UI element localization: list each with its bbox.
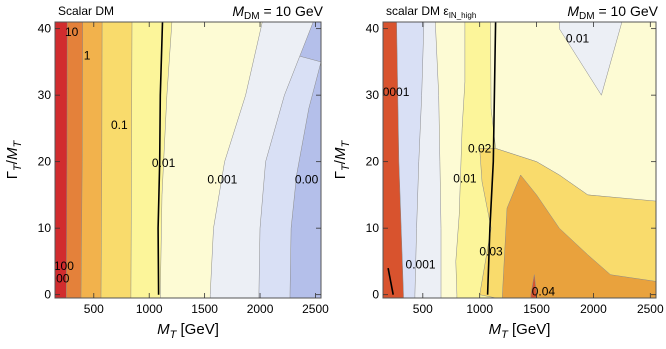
mass-annotation: MDM = 10 GeV: [567, 3, 658, 22]
region-0: [55, 22, 68, 298]
contour-label: 10: [65, 25, 79, 39]
mass-annotation: MDM = 10 GeV: [232, 3, 323, 22]
contour-label: 100: [54, 259, 74, 273]
y-axis-label: ΓT/MT: [332, 140, 352, 180]
contour-label: 0.01: [453, 171, 477, 185]
x-axis-label: MT [GeV]: [157, 321, 219, 341]
x-tick-label: 1000: [466, 302, 493, 316]
x-tick-label: 1500: [191, 302, 218, 316]
y-tick-label: 20: [366, 155, 380, 169]
y-axis-label: ΓT/MT: [4, 140, 24, 180]
plot-frame: [382, 21, 657, 299]
panel-2: 0.01 .0001 0.02 0.01 0.03 0.001 0.04 500 1000 150…: [332, 3, 664, 341]
contour-label: 0.02: [468, 141, 492, 155]
plot-area: 0.01 .0001 0.02 0.01 0.03 0.001 0.04: [379, 22, 656, 298]
contour-label: 0.1: [111, 118, 128, 132]
x-tick-label: 2500: [302, 302, 329, 316]
y-tick-label: 20: [38, 155, 52, 169]
contour-label: 0.00: [295, 173, 319, 187]
contour-label: 1: [84, 48, 91, 62]
panel-title: scalar DM εIN_high: [386, 4, 476, 20]
plot-frame: [54, 21, 322, 299]
y-tick-label: 40: [366, 22, 380, 36]
contour-label: 000: [49, 272, 69, 286]
y-tick-label: 40: [38, 22, 52, 36]
x-tick-label: 2500: [637, 302, 664, 316]
region-notch: [559, 22, 623, 96]
x-tick-label: 1500: [523, 302, 550, 316]
x-axis-label: MT [GeV]: [489, 321, 551, 341]
y-tick-label: 10: [38, 221, 52, 235]
x-tick-label: 2000: [247, 302, 274, 316]
x-tick-label: 1000: [136, 302, 163, 316]
x-tick-label: 500: [84, 302, 104, 316]
contour-label: 0.01: [152, 156, 176, 170]
contour-label: .0001: [379, 85, 409, 99]
reference-curve-2: [387, 267, 394, 295]
y-tick-label: 10: [366, 221, 380, 235]
x-tick-label: 2000: [580, 302, 607, 316]
contour-label: 0.001: [207, 173, 237, 187]
y-tick-label: 30: [38, 88, 52, 102]
contour-label: 0.03: [479, 244, 503, 258]
y-tick-label: 0: [44, 288, 51, 302]
reference-curve: [157, 22, 164, 295]
x-tick-label: 500: [413, 302, 433, 316]
reference-curve: [486, 22, 497, 295]
panel-title: Scalar DM: [58, 4, 114, 18]
contour-label: 0.001: [406, 258, 436, 272]
region-6: [502, 174, 656, 298]
contour-label: 0.04: [532, 284, 556, 298]
y-tick-label: 30: [366, 88, 380, 102]
y-tick-label: 0: [372, 288, 379, 302]
contour-label: 0.01: [566, 32, 590, 46]
